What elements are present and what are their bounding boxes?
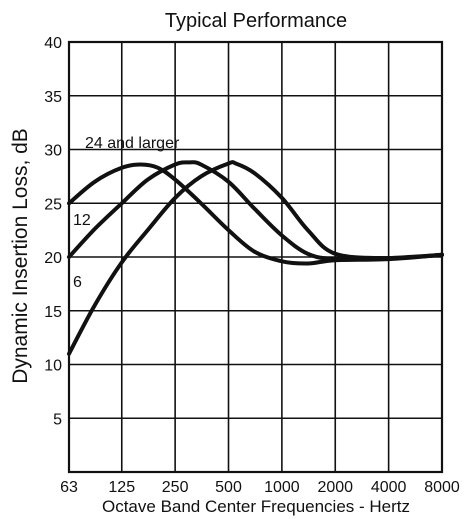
- series-labels: 24 and larger 12 6: [73, 135, 180, 291]
- chart-title: Typical Performance: [165, 10, 347, 32]
- y-tick-label-40: 40: [44, 35, 62, 52]
- series-line-6: [67, 160, 444, 356]
- y-tick-label-15: 15: [44, 304, 62, 321]
- y-tick-label-30: 30: [44, 143, 62, 160]
- y-tick-labels: 5 10 15 20 25 30 35 40: [44, 35, 62, 428]
- x-tick-label-63: 63: [60, 479, 78, 496]
- y-axis-label: Dynamic Insertion Loss, dB: [9, 128, 32, 384]
- x-tick-label-1000: 1000: [264, 479, 300, 496]
- y-tick-label-25: 25: [44, 196, 62, 213]
- x-tick-label-4000: 4000: [371, 479, 407, 496]
- x-tick-label-125: 125: [108, 479, 135, 496]
- y-tick-label-20: 20: [44, 250, 62, 267]
- x-tick-label-250: 250: [162, 479, 189, 496]
- series-label-24-and-larger: 24 and larger: [85, 135, 180, 152]
- series-label-12: 12: [73, 212, 91, 229]
- y-tick-label-5: 5: [53, 411, 62, 428]
- x-tick-label-500: 500: [215, 479, 242, 496]
- series-line-12: [67, 160, 444, 262]
- series-lines: [67, 160, 444, 356]
- x-tick-labels: 63 125 250 500 1000 2000 4000 8000: [60, 479, 460, 496]
- y-tick-label-35: 35: [44, 89, 62, 106]
- y-tick-label-10: 10: [44, 358, 62, 375]
- series-label-6: 6: [73, 274, 82, 291]
- series-line-24-and-larger: [67, 162, 444, 266]
- x-tick-label-2000: 2000: [317, 479, 353, 496]
- x-tick-label-8000: 8000: [424, 479, 460, 496]
- x-axis-label: Octave Band Center Frequencies - Hertz: [102, 497, 410, 516]
